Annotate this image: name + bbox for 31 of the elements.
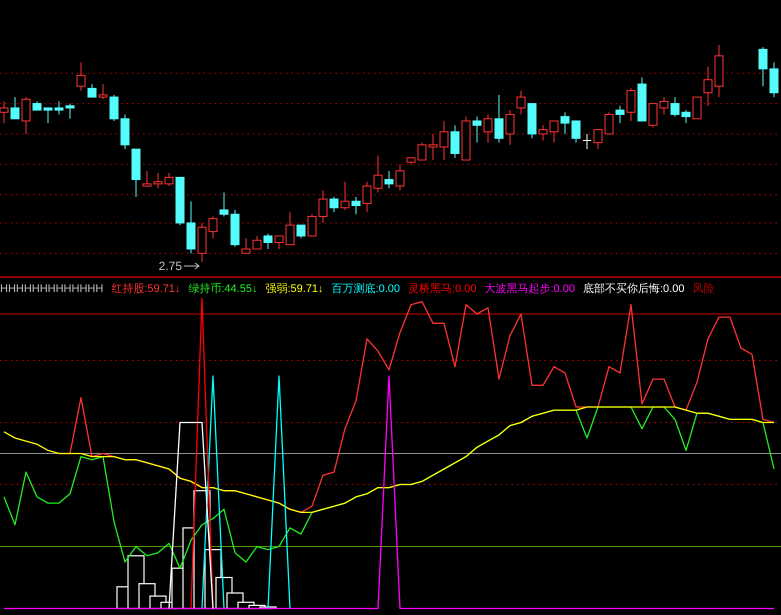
candlestick [516, 90, 526, 115]
candlestick [440, 120, 448, 161]
candlestick [428, 133, 438, 161]
candlestick [362, 181, 372, 213]
text: 红持股:59.71↓ [111, 283, 180, 295]
candlestick [374, 155, 382, 194]
candlestick [0, 100, 8, 124]
candlestick [714, 44, 724, 98]
candlestick [396, 164, 404, 191]
candlestick [198, 222, 206, 262]
candlestick [450, 124, 460, 158]
text: 大波黑马起步:0.00 [484, 282, 575, 295]
candlestick [186, 200, 196, 254]
candlestick [484, 114, 492, 144]
candlestick [54, 100, 64, 115]
annotation: 2.75 [158, 259, 182, 273]
text: 底部不买你后悔:0.00 [582, 282, 684, 295]
candlestick [582, 133, 592, 150]
text: 灵桥黑马:0.00 [408, 283, 476, 295]
candlestick [704, 66, 712, 106]
chart-title: HHHHHHHHHHHHH [0, 283, 104, 295]
candlestick [472, 116, 482, 144]
candlestick [76, 62, 86, 92]
text: 风险 [692, 283, 714, 295]
candlestick [506, 110, 514, 146]
text: 绿持币:44.55↓ [188, 282, 258, 295]
candlestick [770, 62, 778, 98]
text: 强弱:59.71↓ [265, 283, 324, 295]
candlestick [318, 190, 328, 224]
candlestick [660, 96, 668, 115]
text: 百万测底:0.00 [332, 282, 400, 295]
